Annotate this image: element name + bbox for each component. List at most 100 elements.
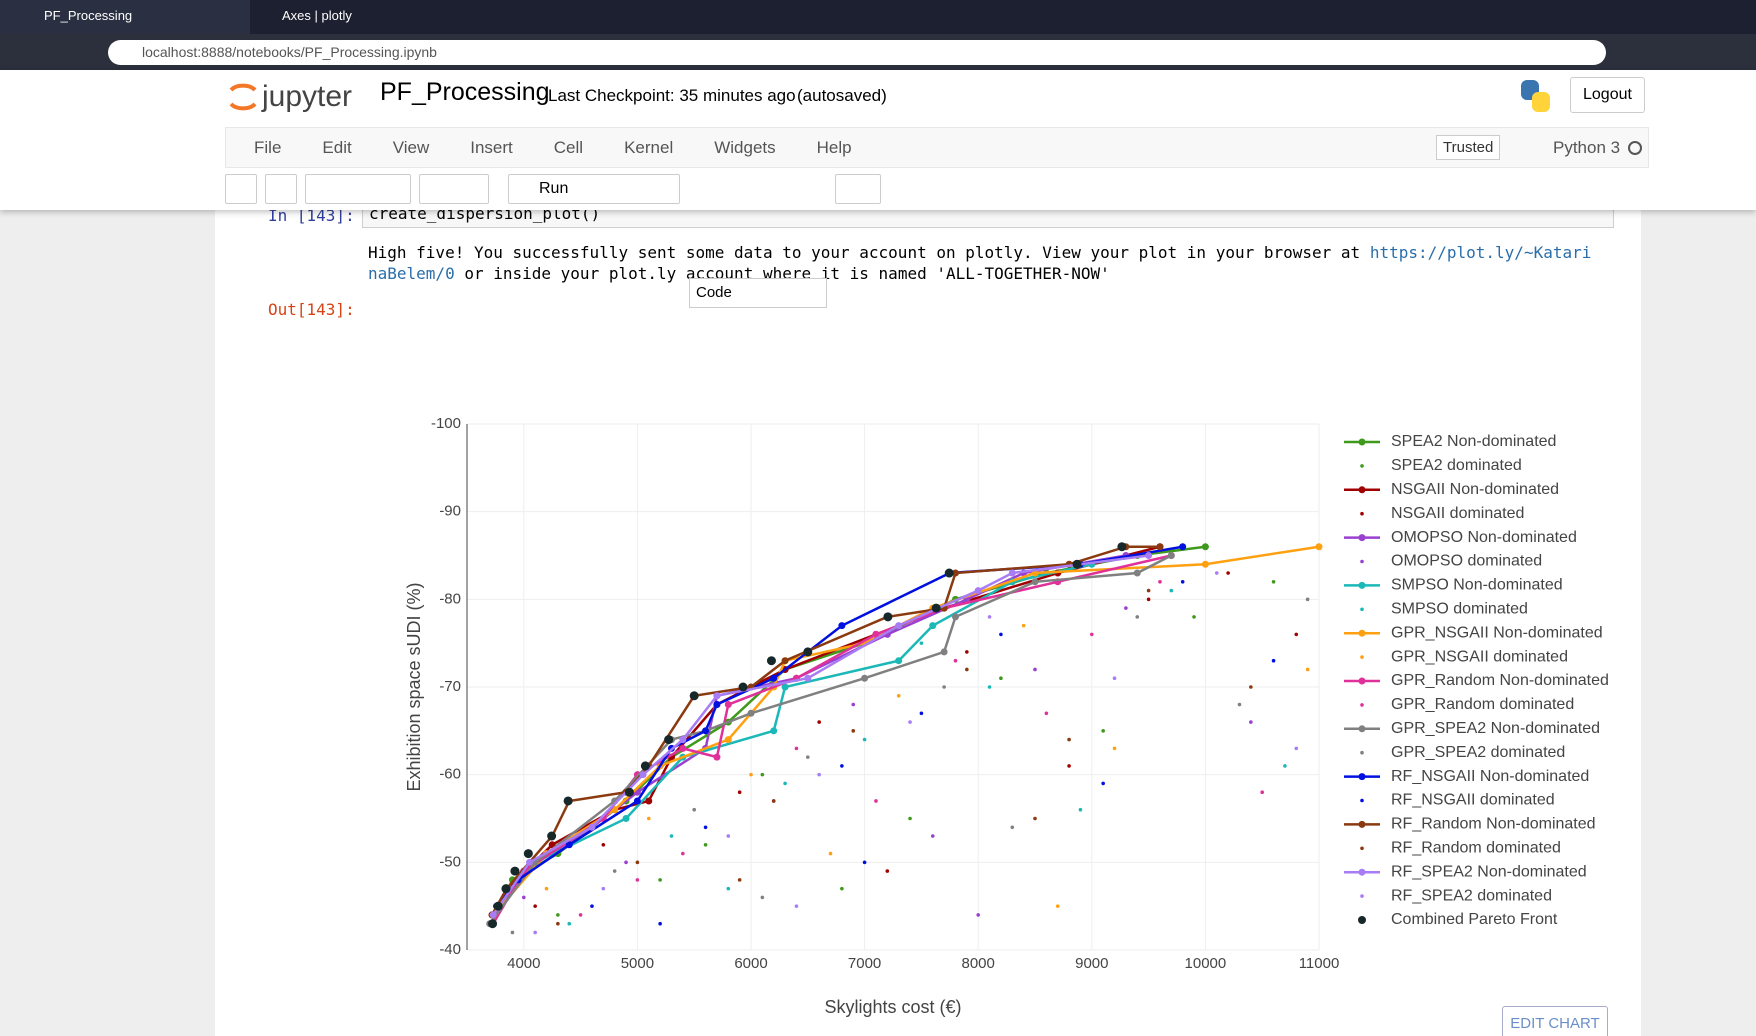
data-point — [1033, 816, 1037, 821]
legend-label: OMOPSO dominated — [1391, 553, 1542, 570]
data-point — [931, 603, 941, 613]
data-point — [987, 685, 992, 689]
data-point — [692, 807, 696, 812]
data-point — [726, 834, 731, 838]
data-point — [794, 746, 799, 751]
data-point — [999, 632, 1003, 637]
legend-marker — [1358, 581, 1366, 589]
data-point — [1133, 569, 1141, 577]
data-point — [965, 650, 969, 654]
legend-marker — [1360, 655, 1364, 659]
series-line — [494, 545, 1206, 916]
menu-item[interactable]: Insert — [470, 137, 513, 157]
legend-marker — [1360, 703, 1364, 707]
data-point — [919, 711, 924, 716]
data-point — [783, 781, 787, 786]
data-point — [510, 866, 520, 876]
data-point — [713, 701, 721, 709]
out-prompt: Out[143]: — [268, 300, 355, 319]
menu-item[interactable]: File — [254, 137, 282, 157]
url-field[interactable]: localhost:8888/notebooks/PF_Processing.i… — [108, 40, 1606, 65]
insert-button[interactable] — [265, 174, 297, 204]
data-point — [951, 613, 959, 621]
data-point — [1315, 543, 1323, 551]
data-point — [1055, 904, 1060, 908]
data-point — [747, 709, 755, 717]
run-buttons[interactable]: Run — [508, 174, 680, 204]
data-point — [624, 787, 634, 797]
data-point — [781, 683, 789, 691]
data-point — [770, 674, 778, 682]
data-point — [533, 930, 537, 935]
move-buttons[interactable] — [419, 174, 489, 204]
y-tick-label: -40 — [439, 941, 461, 958]
data-point — [908, 720, 912, 724]
data-point — [885, 869, 890, 873]
tab-bar: PF_Processing Axes | plotly — [0, 0, 1756, 34]
jupyter-header: jupyter PF_Processing Last Checkpoint: 3… — [0, 70, 1756, 308]
menu-item[interactable]: Help — [816, 137, 852, 157]
data-point — [817, 772, 821, 777]
run-label[interactable]: Run — [539, 180, 569, 197]
data-point — [1033, 667, 1037, 672]
output-link[interactable]: https://plot.ly/~KatarinaBelem/0 — [368, 243, 1592, 283]
data-point — [806, 755, 810, 759]
x-tick-label: 7000 — [848, 955, 881, 972]
notebook-name[interactable]: PF_Processing — [380, 78, 550, 106]
data-point — [639, 771, 647, 779]
legend-marker — [1358, 677, 1366, 685]
data-point — [556, 921, 560, 926]
data-point — [664, 735, 674, 745]
data-point — [1294, 632, 1299, 637]
notebook-panel: create_dispersion_plot() In [143]: High … — [215, 194, 1641, 1036]
data-point — [1067, 737, 1071, 742]
data-point — [1146, 588, 1151, 593]
data-point — [1169, 588, 1174, 593]
legend-label: SPEA2 Non-dominated — [1391, 433, 1556, 450]
output-start: High five! You successfully sent some da… — [368, 243, 1370, 262]
series-line — [495, 545, 1183, 907]
y-tick-label: -80 — [439, 590, 461, 607]
trusted-badge[interactable]: Trusted — [1436, 135, 1501, 160]
menu-bar: Trusted Python 3 File Edit View Insert Cell K… — [225, 127, 1649, 168]
menu-item[interactable]: View — [392, 137, 430, 157]
menu-item[interactable]: Edit — [322, 137, 352, 157]
menu-item[interactable]: Widgets — [714, 137, 776, 157]
keyboard-button[interactable] — [835, 174, 881, 204]
tab-title[interactable]: Axes | plotly — [282, 8, 352, 23]
data-point — [1010, 825, 1015, 830]
legend-marker — [1360, 750, 1364, 755]
series-line — [490, 545, 1161, 916]
y-tick-label: -60 — [439, 766, 461, 783]
data-point — [1124, 606, 1128, 610]
data-point — [523, 849, 533, 859]
save-button[interactable] — [225, 174, 257, 204]
data-point — [851, 729, 856, 733]
data-point — [1271, 658, 1276, 663]
active-tab[interactable] — [0, 0, 250, 34]
data-point — [702, 727, 710, 735]
output-text: High five! You successfully sent some da… — [368, 242, 1591, 284]
data-point — [1249, 720, 1253, 724]
legend-label: SMPSO Non-dominated — [1391, 577, 1563, 594]
legend-marker — [1360, 798, 1364, 803]
clipboard-buttons[interactable] — [305, 174, 411, 204]
data-point — [624, 860, 628, 865]
data-point — [547, 831, 557, 841]
legend-label: RF_Random dominated — [1391, 840, 1561, 857]
logo-text[interactable]: jupyter — [262, 80, 353, 113]
series-line — [492, 554, 1149, 916]
cell-type-select[interactable]: Code — [689, 278, 827, 308]
data-point — [770, 727, 778, 735]
menu-item[interactable]: Cell — [553, 137, 584, 157]
edit-chart-button[interactable]: EDIT CHART — [1502, 1006, 1608, 1036]
x-tick-label: 11000 — [1299, 955, 1340, 972]
data-point — [1260, 790, 1264, 794]
tab-title[interactable]: PF_Processing — [44, 8, 133, 23]
data-point — [489, 911, 497, 919]
data-point — [1158, 580, 1162, 584]
data-point — [737, 790, 742, 794]
logout-button[interactable]: Logout — [1570, 77, 1645, 113]
data-point — [522, 895, 526, 900]
menu-item[interactable]: Kernel — [624, 137, 674, 157]
